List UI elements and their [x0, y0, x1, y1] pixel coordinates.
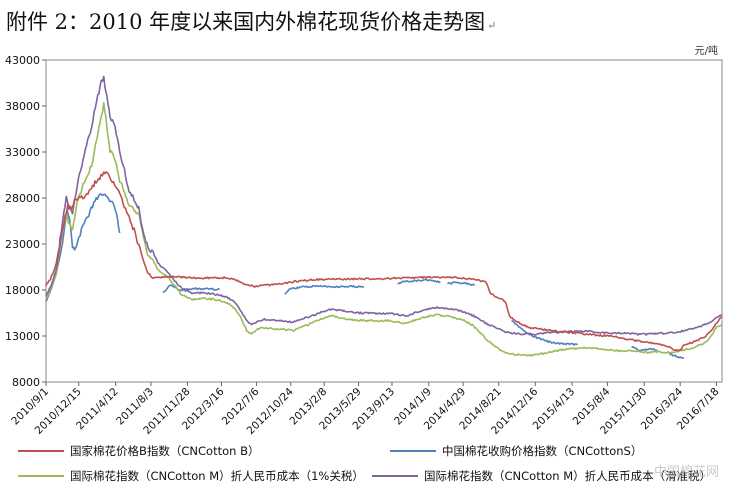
legend-label-s-index: 中国棉花收购价格指数（CNCottonS）	[442, 444, 643, 458]
title-text: 附件 2：2010 年度以来国内外棉花现货价格走势图	[6, 10, 486, 34]
series-line-s-index	[668, 351, 685, 359]
page-title: 附件 2：2010 年度以来国内外棉花现货价格走势图 ↵	[6, 6, 496, 36]
legend-item-m-sliding: 国际棉花指数（CNCotton M）折人民币成本（滑准税）	[372, 468, 711, 484]
y-tick-label: 23000	[5, 238, 40, 251]
legend-swatch-s-index	[390, 450, 436, 452]
series-line-s-index	[284, 284, 365, 295]
y-tick-label: 33000	[5, 146, 40, 159]
legend-swatch-m-sliding	[372, 475, 418, 477]
return-mark: ↵	[487, 19, 497, 32]
legend-swatch-b-index	[18, 450, 64, 452]
series-line-m-sliding	[45, 75, 723, 336]
y-tick-label: 43000	[5, 54, 40, 67]
legend-label-m-1pct: 国际棉花指数（CNCotton M）折人民币成本（1%关税）	[70, 469, 364, 483]
series-line-s-index	[511, 319, 578, 346]
series-line-s-index	[397, 278, 441, 285]
legend-item-m-1pct: 国际棉花指数（CNCotton M）折人民币成本（1%关税）	[18, 468, 364, 484]
y-tick-label: 13000	[5, 330, 40, 343]
y-axis-unit-label: 元/吨	[695, 44, 718, 57]
series-line-m-1pct	[45, 102, 723, 357]
chart-axes: 8000 13000 18000 23000 28000 33000 38000 43000 元…	[5, 44, 723, 437]
legend-item-b-index: 国家棉花价格B指数（CNCotton B）	[18, 443, 259, 459]
y-tick-label: 28000	[5, 192, 40, 205]
legend-swatch-m-1pct	[18, 475, 64, 477]
y-tick-label: 8000	[12, 376, 40, 389]
y-tick-label: 18000	[5, 284, 40, 297]
series-line-s-index	[162, 284, 220, 294]
series-line-b-index	[45, 171, 723, 352]
plot-border	[45, 59, 723, 383]
series-line-s-index	[45, 193, 121, 302]
legend-label-m-sliding: 国际棉花指数（CNCotton M）折人民币成本（滑准税）	[424, 469, 712, 483]
series-line-s-index	[446, 281, 476, 287]
watermark: 中国棉花网	[653, 465, 719, 480]
series-line-s-index	[631, 346, 658, 352]
chart-plot-area	[45, 75, 723, 359]
legend-item-s-index: 中国棉花收购价格指数（CNCottonS）	[390, 443, 642, 459]
legend-label-b-index: 国家棉花价格B指数（CNCotton B）	[70, 444, 260, 458]
y-tick-label: 38000	[5, 100, 40, 113]
